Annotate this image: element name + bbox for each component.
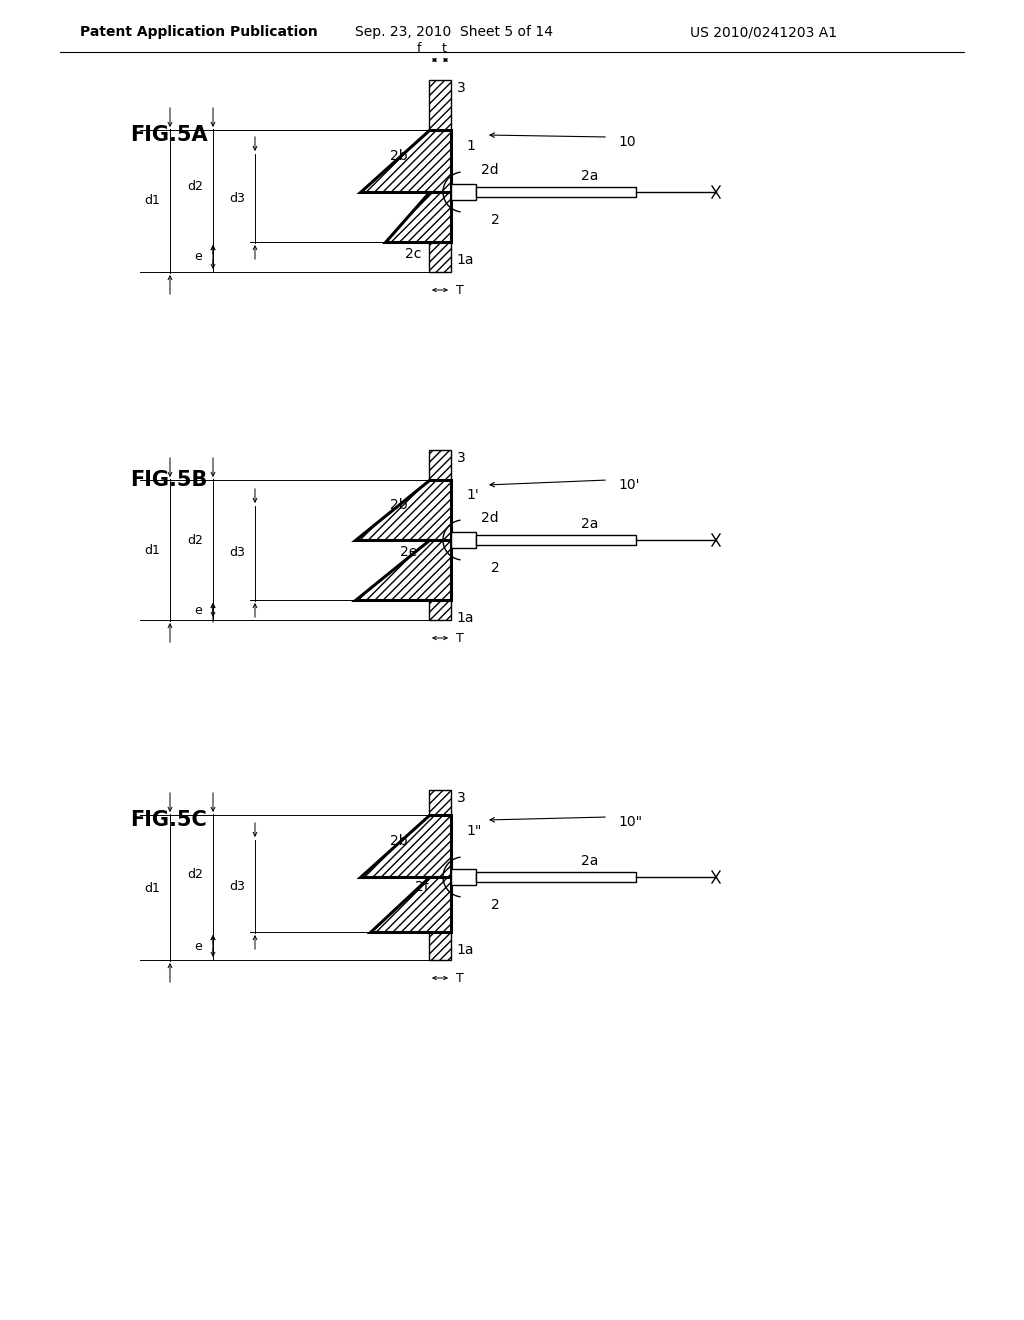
Text: T: T [456,284,464,297]
Text: 2d: 2d [481,511,499,525]
Text: 2: 2 [490,898,500,912]
Text: US 2010/0241203 A1: US 2010/0241203 A1 [690,25,838,40]
Text: e: e [195,603,202,616]
Bar [476,873,636,882]
Text: e: e [195,251,202,264]
Polygon shape [385,191,451,242]
Text: FIG.5C: FIG.5C [130,810,207,830]
Text: 2c: 2c [406,247,421,261]
Text: d3: d3 [229,191,245,205]
Text: 2b: 2b [390,149,408,162]
Text: 1a: 1a [456,942,473,957]
Text: 10": 10" [618,814,642,829]
Bar [476,187,636,197]
Text: d2: d2 [187,533,203,546]
Text: T: T [456,631,464,644]
Text: 1: 1 [466,139,475,153]
Text: Sep. 23, 2010  Sheet 5 of 14: Sep. 23, 2010 Sheet 5 of 14 [355,25,553,40]
Polygon shape [370,876,451,932]
Polygon shape [429,450,451,620]
Text: FIG.5B: FIG.5B [130,470,208,490]
Text: 2f: 2f [415,880,429,894]
Polygon shape [355,540,451,601]
Text: 2d: 2d [481,162,499,177]
Bar [451,532,476,548]
Text: 1": 1" [466,824,481,838]
Text: 3: 3 [457,81,466,95]
Polygon shape [429,81,451,272]
Text: d3: d3 [229,879,245,892]
Text: 10': 10' [618,478,640,492]
Bar [451,183,476,201]
Text: 2: 2 [490,213,500,227]
Text: d1: d1 [144,882,160,895]
Text: e: e [195,940,202,953]
Text: T: T [456,972,464,985]
Bar [451,869,476,884]
Text: d1: d1 [144,194,160,207]
Text: 1a: 1a [456,253,473,267]
Text: FIG.5A: FIG.5A [130,125,208,145]
Text: 10: 10 [618,135,636,149]
Text: t: t [442,41,446,54]
Text: 2a: 2a [581,854,598,869]
Text: d2: d2 [187,867,203,880]
Text: 1': 1' [466,488,479,502]
Text: d2: d2 [187,180,203,193]
Polygon shape [355,480,451,540]
Text: 1a: 1a [456,611,473,624]
Text: 3: 3 [457,791,466,805]
Text: d1: d1 [144,544,160,557]
Text: f: f [417,41,422,54]
Text: 2a: 2a [581,169,598,183]
Text: Patent Application Publication: Patent Application Publication [80,25,317,40]
Text: 2b: 2b [390,498,408,512]
Polygon shape [360,814,451,876]
Text: d3: d3 [229,546,245,560]
Text: 2e: 2e [400,545,417,558]
Text: 2b: 2b [390,834,408,847]
Polygon shape [429,789,451,960]
Text: 2a: 2a [581,517,598,531]
Text: 2: 2 [490,561,500,576]
Bar [476,535,636,545]
Polygon shape [360,129,451,191]
Text: 3: 3 [457,451,466,465]
